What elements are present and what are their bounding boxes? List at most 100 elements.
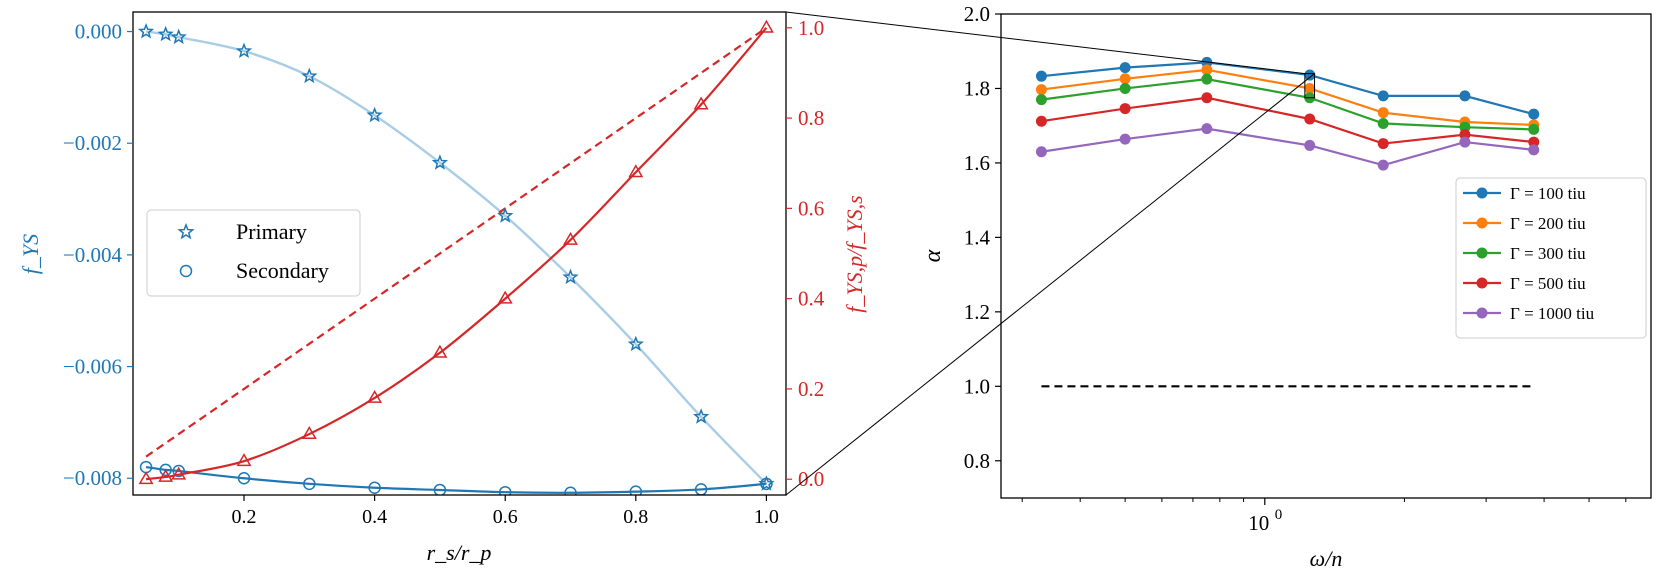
series-3-data-point <box>1304 113 1316 125</box>
series-0-data-point <box>1459 90 1471 102</box>
legend-marker-0 <box>1476 187 1488 199</box>
left-y-tick-label: −0.002 <box>63 131 122 155</box>
left-x-ticks: 0.2 0.4 0.6 0.8 1.0 <box>232 495 779 528</box>
legend-marker-2 <box>1476 247 1488 259</box>
primary-data-point <box>497 207 514 223</box>
secondary-data-point <box>159 463 172 477</box>
zoom-connector-bottom <box>785 73 1315 496</box>
left-chart: 0.2 0.4 0.6 0.8 1.0 0.000 −0.002 −0.004 −0.006 −… <box>18 11 867 565</box>
legend-primary-label: Primary <box>236 219 307 244</box>
right-chart: 10 0 0.8 1.0 1.2 1.4 1.6 1.8 2.0 ω/n α Γ = 100 … <box>920 2 1652 571</box>
left-y-axis-label: f_YS <box>18 234 43 274</box>
linear-reference-dashed-line <box>145 26 768 458</box>
ratio-data-point <box>693 96 709 110</box>
primary-fit-line <box>145 30 768 485</box>
right-y-ticks: 0.8 1.0 1.2 1.4 1.6 1.8 2.0 <box>964 2 1001 473</box>
left-x-tick-label: 0.6 <box>493 506 518 528</box>
left-x-tick-label: 0.4 <box>362 506 387 528</box>
series-0-data-point <box>1304 69 1316 81</box>
legend-circle-icon <box>179 264 193 278</box>
series-4-data-point <box>1035 146 1047 158</box>
left-x-tick-label: 1.0 <box>754 506 779 528</box>
right-legend: Γ = 100 tiu Γ = 200 tiu Γ = 300 tiu Γ = 500… <box>1455 177 1647 339</box>
series-1-data-point <box>1201 64 1213 76</box>
legend-marker-4 <box>1476 307 1488 319</box>
series-2-data-point <box>1119 82 1131 94</box>
series-1-data-point <box>1377 107 1389 119</box>
left-x-tick-label: 0.2 <box>232 506 257 528</box>
ratio-data-point <box>432 344 448 358</box>
series-0-data-point <box>1119 62 1131 74</box>
left-y2-tick-label: 0.0 <box>798 467 824 491</box>
right-axes-frame <box>1000 13 1652 499</box>
left-axes-frame <box>132 11 787 496</box>
ratio-data-point <box>563 231 578 245</box>
right-x-axis-label: ω/n <box>1310 546 1343 571</box>
right-y-axis-label: α <box>920 249 946 262</box>
left-y2-axis-label: f_YS,p/f_YS,s <box>842 195 867 312</box>
ratio-data-point <box>497 290 513 304</box>
series-3-data-point <box>1201 92 1213 104</box>
secondary-fit-line <box>145 465 767 494</box>
series-line-0 <box>1041 61 1535 116</box>
series-1-data-point <box>1035 84 1047 96</box>
ratio-data-point <box>158 468 174 482</box>
right-x-tick-label: 10 <box>1248 511 1269 535</box>
primary-data-point <box>301 67 318 84</box>
ratio-data-point <box>367 389 383 403</box>
ratio-fit-line <box>145 27 768 481</box>
series-0-data-point <box>1528 108 1540 120</box>
primary-data-point <box>431 154 449 170</box>
ratio-data-point <box>171 466 187 480</box>
series-0-data-point <box>1035 70 1047 82</box>
right-y-tick-label: 2.0 <box>964 2 990 26</box>
secondary-data-point <box>303 477 316 491</box>
primary-data-point <box>366 106 383 123</box>
series-2-data-point <box>1201 73 1213 85</box>
series-0-data-point <box>1377 90 1389 102</box>
secondary-data-point <box>433 483 447 495</box>
secondary-data-point <box>760 477 773 491</box>
primary-data-point <box>562 268 579 285</box>
secondary-data-point <box>172 464 185 478</box>
series-4-data-point <box>1119 133 1131 145</box>
legend-label-1: Γ = 200 tiu <box>1510 214 1586 233</box>
primary-data-point <box>692 408 710 424</box>
left-x-axis-label: r_s/r_p <box>427 540 492 565</box>
zoom-connector-top <box>785 11 1305 75</box>
legend-label-4: Γ = 1000 tiu <box>1510 304 1595 323</box>
series-2-data-point <box>1528 123 1540 135</box>
series-2-data-point <box>1035 94 1047 106</box>
series-3-data-point <box>1035 115 1047 127</box>
primary-data-point <box>137 22 155 39</box>
series-1-data-point <box>1119 73 1131 85</box>
primary-data-point <box>170 28 187 45</box>
ratio-data-point <box>301 426 317 440</box>
left-y2-tick-label: 0.4 <box>798 287 825 311</box>
right-y-tick-label: 1.8 <box>964 76 990 100</box>
legend-label-2: Γ = 300 tiu <box>1510 244 1586 263</box>
left-plot-area <box>137 19 775 495</box>
left-legend-box <box>146 209 361 297</box>
ratio-data-point <box>138 471 154 485</box>
right-y-tick-label: 1.4 <box>964 225 991 249</box>
secondary-data-point <box>237 471 251 485</box>
series-4-data-point <box>1528 144 1540 156</box>
right-y-tick-label: 1.2 <box>964 300 990 324</box>
left-x-tick-label: 0.8 <box>623 506 648 528</box>
left-y-tick-label: −0.004 <box>63 243 123 267</box>
secondary-data-point <box>498 485 512 495</box>
right-x-ticks: 10 0 <box>1021 498 1627 535</box>
right-y-tick-label: 1.6 <box>964 151 990 175</box>
left-y2-tick-label: 0.6 <box>798 196 824 220</box>
legend-secondary-marker <box>179 264 193 278</box>
primary-data-point <box>157 25 174 42</box>
series-2-data-point <box>1377 117 1389 129</box>
left-y2-ticks: 0.0 0.2 0.4 0.6 0.8 1.0 <box>786 16 825 491</box>
left-y2-tick-label: 0.2 <box>798 377 824 401</box>
right-y-tick-label: 1.0 <box>964 374 990 398</box>
right-y-tick-label: 0.8 <box>964 449 990 473</box>
ratio-data-point <box>628 164 644 178</box>
legend-star-icon <box>177 222 195 240</box>
